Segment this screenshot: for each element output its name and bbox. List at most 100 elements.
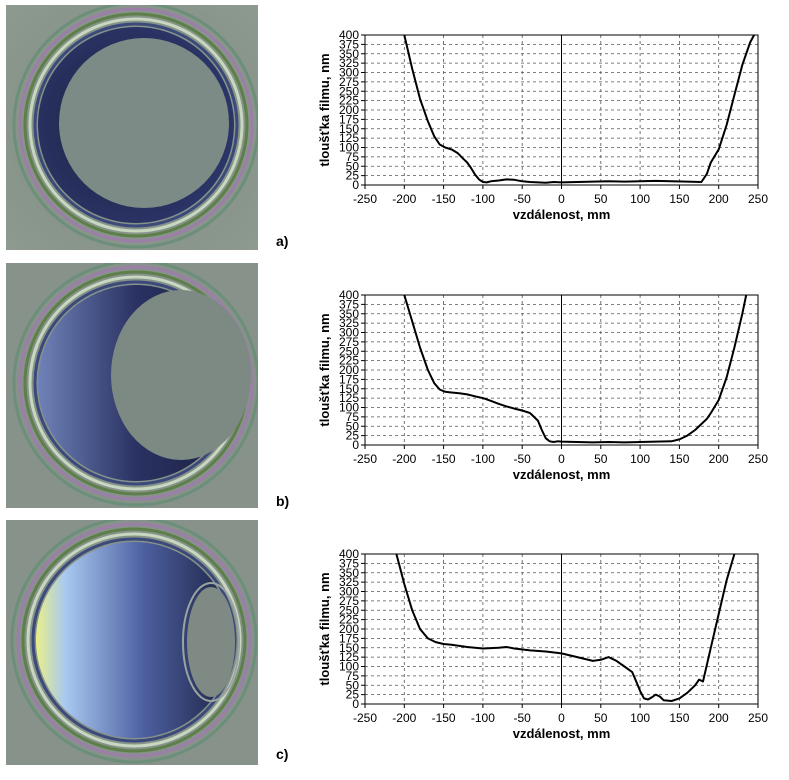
- y-tick-label: 75: [346, 410, 360, 424]
- x-tick-label: -50: [514, 192, 532, 206]
- x-tick-label: -100: [471, 452, 495, 466]
- y-axis-label: tloušťka filmu, nm: [317, 53, 332, 166]
- y-tick-label: 250: [339, 603, 359, 617]
- x-tick-label: 0: [558, 452, 565, 466]
- y-axis-label: tloušťka filmu, nm: [317, 313, 332, 426]
- x-tick-label: -50: [514, 711, 532, 725]
- y-tick-label: 300: [339, 66, 359, 80]
- panel-label-c: c): [276, 746, 289, 762]
- x-tick-label: -200: [392, 711, 416, 725]
- y-tick-label: 0: [352, 697, 359, 711]
- y-tick-label: 350: [339, 47, 359, 61]
- y-tick-label: 200: [339, 363, 359, 377]
- x-tick-label: -200: [392, 192, 416, 206]
- x-axis-label: vzdálenost, mm: [513, 467, 611, 482]
- film-thickness-series-line: [403, 34, 755, 184]
- film-thickness-chart-c: 0 25 50 75 100 125 150 175 200 225 250 275 300 325 350…: [300, 544, 780, 764]
- x-tick-label: 50: [594, 711, 608, 725]
- y-tick-label: 25: [346, 429, 360, 443]
- x-tick-label: 50: [594, 192, 608, 206]
- panel-b: 0 25 50 75 100 125 150 175 200 225 250 275 300 325 350…: [0, 263, 789, 513]
- y-tick-label: 350: [339, 566, 359, 580]
- x-tick-label: -150: [432, 452, 456, 466]
- x-tick-label: 250: [748, 711, 768, 725]
- x-tick-label: 150: [669, 711, 689, 725]
- x-tick-label: 50: [594, 452, 608, 466]
- panel-a: 0 25 50 75 100 125 150 175 200 225 250 275 300 325 350…: [0, 5, 789, 255]
- film-thickness-chart-b: 0 25 50 75 100 125 150 175 200 225 250 275 300 325 350…: [300, 285, 780, 505]
- y-tick-label: 125: [339, 391, 359, 405]
- x-tick-label: 250: [748, 192, 768, 206]
- x-tick-label: -250: [353, 452, 377, 466]
- y-tick-label: 75: [346, 669, 360, 683]
- film-thickness-series-line: [395, 553, 736, 702]
- y-tick-label: 100: [339, 401, 359, 415]
- y-tick-label: 250: [339, 84, 359, 98]
- x-tick-label: -100: [471, 192, 495, 206]
- y-tick-label: 50: [346, 419, 360, 433]
- panel-label-a: a): [276, 233, 289, 249]
- y-tick-label: 50: [346, 678, 360, 692]
- y-tick-label: 400: [339, 288, 359, 302]
- y-tick-label: 400: [339, 547, 359, 561]
- panel-c: 0 25 50 75 100 125 150 175 200 225 250 275 300 325 350…: [0, 520, 789, 770]
- x-tick-label: -150: [432, 192, 456, 206]
- x-tick-label: -150: [432, 711, 456, 725]
- y-tick-label: 225: [339, 613, 359, 627]
- chart-svg-a: 0255075100125150175200225250275300325350…: [317, 28, 768, 222]
- x-axis-label: vzdálenost, mm: [513, 726, 611, 741]
- y-tick-label: 175: [339, 372, 359, 386]
- y-tick-label: 275: [339, 75, 359, 89]
- y-tick-label: 125: [339, 131, 359, 145]
- x-tick-label: -200: [392, 452, 416, 466]
- x-tick-label: 0: [558, 711, 565, 725]
- x-axis-label: vzdálenost, mm: [513, 207, 611, 222]
- y-axis-label: tloušťka filmu, nm: [317, 572, 332, 685]
- y-tick-label: 225: [339, 94, 359, 108]
- x-tick-label: 100: [630, 452, 650, 466]
- panel-label-b: b): [276, 493, 290, 509]
- chart-svg-c: 0255075100125150175200225250275300325350…: [317, 547, 768, 741]
- y-tick-label: 0: [352, 178, 359, 192]
- x-tick-label: 250: [748, 452, 768, 466]
- y-tick-label: 100: [339, 141, 359, 155]
- y-tick-label: 125: [339, 650, 359, 664]
- x-tick-label: 200: [709, 711, 729, 725]
- x-tick-label: 200: [709, 452, 729, 466]
- y-tick-label: 200: [339, 103, 359, 117]
- x-tick-label: 0: [558, 192, 565, 206]
- x-tick-label: -250: [353, 711, 377, 725]
- x-tick-label: 100: [630, 192, 650, 206]
- interferogram-image-a: [6, 5, 258, 250]
- y-tick-label: 75: [346, 150, 360, 164]
- y-tick-label: 25: [346, 688, 360, 702]
- y-tick-label: 375: [339, 556, 359, 570]
- interferogram-image-b: [6, 263, 258, 508]
- y-tick-label: 375: [339, 297, 359, 311]
- y-tick-label: 275: [339, 594, 359, 608]
- x-tick-label: 100: [630, 711, 650, 725]
- x-tick-label: 150: [669, 192, 689, 206]
- y-tick-label: 400: [339, 28, 359, 42]
- y-tick-label: 175: [339, 112, 359, 126]
- y-tick-label: 225: [339, 354, 359, 368]
- film-thickness-chart-a: 0 25 50 75 100 125 150 175 200 225 250 275 300 325 350…: [300, 25, 780, 245]
- chart-svg-b: 0255075100125150175200225250275300325350…: [317, 288, 768, 482]
- y-tick-label: 150: [339, 382, 359, 396]
- y-tick-label: 175: [339, 631, 359, 645]
- y-tick-label: 300: [339, 326, 359, 340]
- y-tick-label: 150: [339, 641, 359, 655]
- y-tick-label: 350: [339, 307, 359, 321]
- y-tick-label: 325: [339, 575, 359, 589]
- y-tick-label: 275: [339, 335, 359, 349]
- y-tick-label: 150: [339, 122, 359, 136]
- film-thickness-series-line: [403, 294, 748, 444]
- interferogram-image-c: [6, 520, 258, 765]
- x-tick-label: 200: [709, 192, 729, 206]
- x-tick-label: -100: [471, 711, 495, 725]
- y-tick-label: 250: [339, 344, 359, 358]
- y-tick-label: 0: [352, 438, 359, 452]
- x-tick-label: 150: [669, 452, 689, 466]
- y-tick-label: 100: [339, 660, 359, 674]
- y-tick-label: 50: [346, 159, 360, 173]
